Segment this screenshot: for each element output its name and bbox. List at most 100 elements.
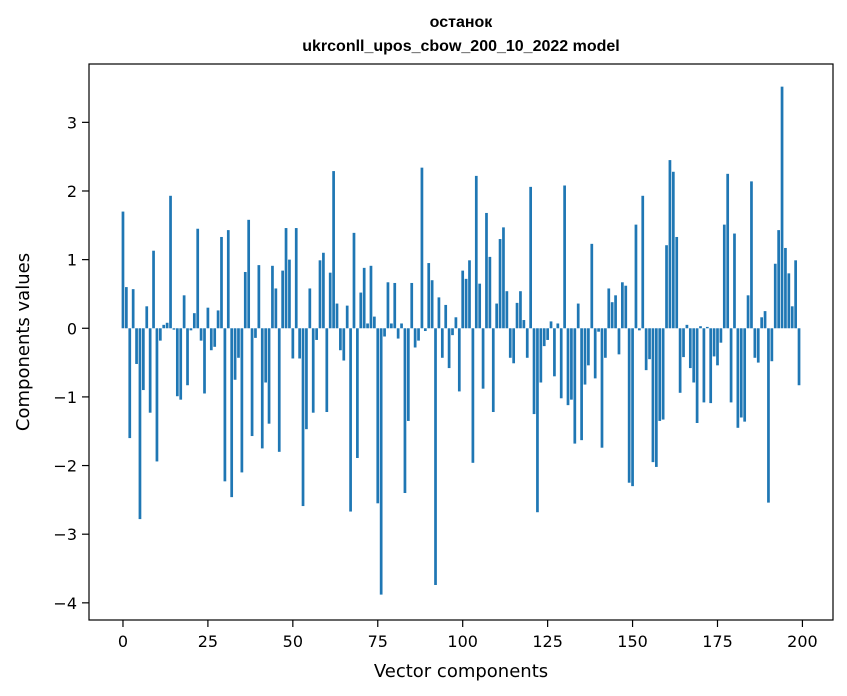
x-tick-label: 75: [368, 632, 388, 651]
bar-172: [705, 326, 709, 329]
bar-94: [440, 328, 444, 358]
bar-171: [702, 328, 706, 403]
bar-45: [274, 288, 278, 329]
bar-61: [328, 272, 332, 329]
bar-69: [356, 328, 359, 459]
bar-21: [192, 313, 196, 329]
bar-167: [688, 328, 692, 369]
bar-110: [495, 303, 499, 329]
bar-194: [780, 86, 784, 329]
bar-90: [427, 263, 431, 329]
bar-43: [267, 328, 271, 424]
bar-138: [590, 243, 594, 329]
y-axis-label: Components values: [13, 253, 34, 431]
y-tick-label: −3: [53, 525, 77, 544]
bar-74: [373, 316, 376, 329]
bar-83: [403, 328, 407, 494]
bar-65: [342, 328, 346, 361]
bar-189: [763, 311, 767, 329]
bar-125: [546, 328, 549, 340]
bar-6: [141, 328, 145, 391]
bar-29: [220, 236, 223, 329]
bar-11: [158, 328, 162, 341]
bar-97: [451, 328, 454, 336]
bar-89: [423, 328, 427, 332]
x-tick-label: 125: [532, 632, 563, 651]
bar-26: [209, 328, 213, 351]
bar-35: [240, 328, 244, 473]
bar-17: [179, 328, 183, 400]
bar-116: [515, 302, 519, 329]
bar-27: [213, 328, 217, 347]
bar-98: [454, 317, 458, 329]
bar-52: [298, 328, 301, 359]
bar-1: [125, 287, 128, 329]
bar-136: [583, 328, 587, 385]
bar-76: [379, 328, 383, 595]
bar-70: [359, 292, 363, 329]
bar-16: [175, 328, 179, 397]
bar-3: [131, 289, 135, 329]
y-tick-label: −2: [53, 457, 77, 476]
bar-20: [189, 328, 193, 331]
bar-13: [165, 322, 169, 329]
bar-181: [736, 328, 740, 428]
bar-160: [665, 245, 668, 329]
bar-126: [549, 321, 553, 329]
bar-67: [349, 328, 352, 512]
bar-142: [604, 328, 607, 358]
bar-82: [400, 323, 403, 329]
bar-102: [468, 260, 471, 329]
bar-31: [226, 230, 230, 329]
bar-175: [716, 328, 719, 366]
bar-88: [420, 167, 424, 329]
x-tick-label: 0: [118, 632, 128, 651]
bar-15: [172, 328, 176, 330]
bar-84: [406, 328, 410, 421]
bar-117: [519, 291, 522, 329]
bar-161: [668, 160, 672, 329]
bar-105: [478, 283, 482, 329]
bar-199: [797, 328, 801, 386]
bar-192: [773, 263, 777, 329]
bar-152: [637, 328, 641, 331]
bar-40: [257, 265, 261, 329]
bar-154: [644, 328, 648, 371]
bar-28: [216, 310, 220, 329]
bar-130: [563, 185, 566, 329]
bar-38: [250, 328, 254, 437]
bar-191: [770, 328, 774, 362]
bar-56: [311, 328, 315, 413]
bar-93: [437, 297, 441, 329]
bar-55: [308, 288, 312, 329]
bar-112: [502, 227, 505, 329]
bar-178: [726, 173, 730, 329]
bar-155: [648, 328, 651, 360]
bar-121: [532, 328, 536, 415]
bar-96: [447, 328, 451, 369]
bar-79: [389, 323, 393, 329]
bar-169: [695, 328, 699, 423]
bar-182: [739, 328, 743, 418]
bar-7: [145, 306, 149, 329]
bar-118: [522, 320, 526, 329]
bar-59: [322, 252, 325, 329]
bar-168: [692, 328, 696, 383]
bar-108: [488, 256, 492, 329]
bar-25: [206, 307, 210, 329]
x-axis: 0 25 50 75 100 125 150 175 200: [118, 620, 818, 651]
bar-119: [525, 328, 529, 358]
y-tick-label: 1: [67, 251, 77, 270]
bar-33: [233, 328, 237, 380]
bar-49: [288, 259, 291, 329]
x-tick-label: 25: [198, 632, 218, 651]
bar-47: [281, 270, 285, 329]
bar-109: [491, 328, 495, 413]
bar-104: [474, 175, 478, 329]
bar-148: [624, 285, 628, 329]
bar-85: [410, 282, 414, 329]
bar-14: [169, 195, 172, 329]
bar-128: [556, 323, 560, 329]
bar-137: [587, 328, 590, 366]
bar-166: [685, 324, 689, 329]
